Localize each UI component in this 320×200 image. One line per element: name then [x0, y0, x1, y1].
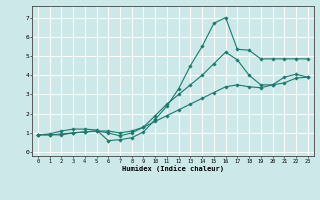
X-axis label: Humidex (Indice chaleur): Humidex (Indice chaleur)	[122, 165, 224, 172]
